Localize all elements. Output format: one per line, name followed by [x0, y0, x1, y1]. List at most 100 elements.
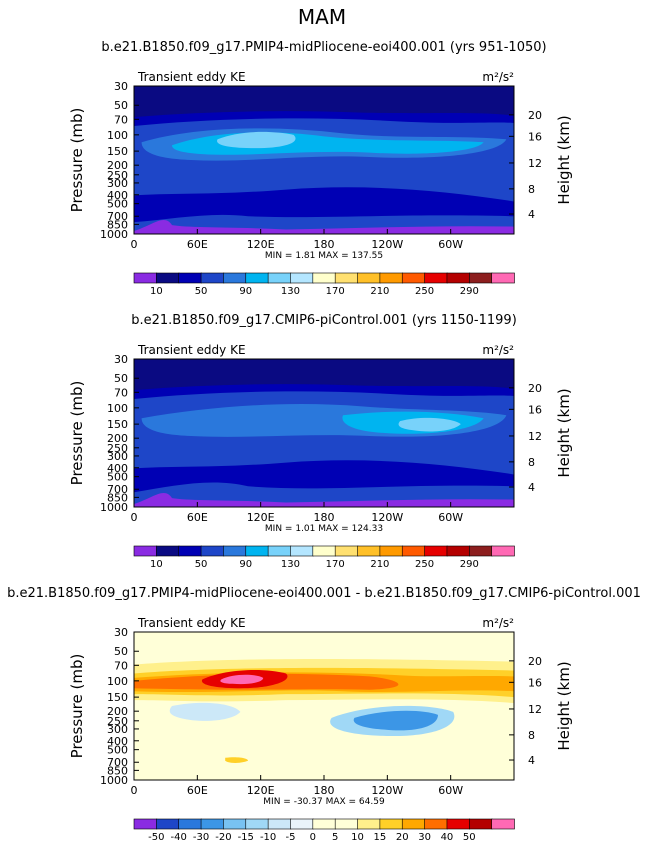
colorbar-swatch: [491, 272, 515, 284]
colorbar-label: 210: [370, 286, 389, 297]
colorbar-swatch: [290, 818, 314, 830]
contour-region: [225, 757, 248, 763]
colorbar-swatch: [133, 818, 158, 830]
lon-tick-label: 120E: [247, 511, 275, 524]
height-tick-label: 20: [528, 382, 542, 395]
height-tick-label: 4: [528, 208, 535, 221]
height-tick-label: 8: [528, 729, 535, 742]
contour-region: [134, 493, 514, 507]
colorbar-label: 10: [150, 559, 163, 570]
height-tick-label: 20: [528, 655, 542, 668]
colorbar-label: 15: [374, 832, 387, 843]
colorbar-swatch: [357, 818, 381, 830]
pressure-tick-label: 1000: [100, 228, 128, 241]
pressure-tick-label: 150: [107, 145, 128, 158]
colorbar-label: 290: [460, 286, 479, 297]
pressure-tick-label: 700: [107, 756, 128, 769]
chart-units: m²/s²: [482, 343, 514, 357]
pressure-tick-label: 300: [107, 177, 128, 190]
pressure-tick-label: 400: [107, 189, 128, 202]
y-axis-title: Pressure (mb): [68, 108, 86, 213]
colorbar-label: 30: [418, 832, 431, 843]
chart-title: b.e21.B1850.f09_g17.CMIP6-piControl.001 …: [131, 313, 517, 328]
min-max-stats: MIN = 1.01 MAX = 124.33: [265, 524, 383, 534]
colorbar-label: 50: [195, 286, 208, 297]
colorbar-swatch: [290, 272, 314, 284]
colorbar-label: 250: [415, 559, 434, 570]
colorbar-swatch: [446, 818, 471, 830]
colorbar-label: 250: [415, 286, 434, 297]
pressure-tick-label: 50: [114, 645, 128, 658]
lon-tick-label: 60E: [187, 238, 208, 251]
lon-tick-label: 60W: [438, 784, 463, 797]
pressure-tick-label: 250: [107, 169, 128, 182]
height-tick-label: 16: [528, 130, 542, 143]
colorbar-swatch: [267, 272, 292, 284]
colorbar-label: 170: [326, 286, 345, 297]
height-tick-label: 8: [528, 183, 535, 196]
chart-field-label: Transient eddy KE: [137, 616, 246, 630]
colorbar-swatch: [178, 818, 202, 830]
colorbar-label: -15: [238, 832, 254, 843]
colorbar-swatch: [401, 545, 426, 557]
chart-panel-3: b.e21.B1850.f09_g17.PMIP4-midPliocene-eo…: [7, 586, 641, 843]
colorbar-label: 170: [326, 559, 345, 570]
lon-tick-label: 0: [131, 511, 138, 524]
colorbar-swatch: [401, 272, 426, 284]
pressure-tick-label: 50: [114, 99, 128, 112]
colorbar-swatch: [290, 545, 314, 557]
height-tick-label: 12: [528, 430, 542, 443]
lon-tick-label: 120W: [371, 511, 403, 524]
colorbar-swatch: [379, 545, 404, 557]
colorbar-label: -50: [148, 832, 164, 843]
colorbar-swatch: [468, 545, 493, 557]
colorbar-swatch: [178, 545, 202, 557]
colorbar-swatch: [379, 272, 404, 284]
height-tick-label: 20: [528, 109, 542, 122]
contour-region: [134, 220, 514, 234]
colorbar-label: -40: [171, 832, 187, 843]
lon-tick-label: 180: [314, 238, 335, 251]
colorbar-label: 130: [281, 286, 300, 297]
colorbar-swatch: [334, 818, 359, 830]
colorbar-label: 10: [150, 286, 163, 297]
pressure-tick-label: 400: [107, 735, 128, 748]
pressure-tick-label: 30: [114, 80, 128, 93]
colorbar: 10 50 90 130 170 210 250 290: [133, 545, 515, 570]
colorbar-swatch: [133, 272, 158, 284]
pressure-tick-label: 150: [107, 691, 128, 704]
pressure-tick-label: 70: [114, 659, 128, 672]
lon-tick-label: 60E: [187, 511, 208, 524]
pressure-tick-label: 100: [107, 675, 128, 688]
height-tick-label: 16: [528, 403, 542, 416]
lon-tick-label: 120E: [247, 784, 275, 797]
y2-axis-title: Height (km): [555, 661, 573, 750]
lon-tick-label: 0: [131, 784, 138, 797]
colorbar-label: 210: [370, 559, 389, 570]
pressure-tick-label: 850: [107, 764, 128, 777]
colorbar-label: 130: [281, 559, 300, 570]
colorbar-swatch: [312, 818, 336, 830]
height-tick-label: 16: [528, 676, 542, 689]
lon-tick-label: 120W: [371, 784, 403, 797]
colorbar-label: -20: [215, 832, 231, 843]
colorbar-swatch: [200, 818, 225, 830]
pressure-tick-label: 250: [107, 715, 128, 728]
pressure-tick-label: 100: [107, 402, 128, 415]
pressure-tick-label: 1000: [100, 774, 128, 787]
pressure-tick-label: 50: [114, 372, 128, 385]
colorbar-label: 40: [441, 832, 454, 843]
pressure-tick-label: 700: [107, 483, 128, 496]
colorbar-swatch: [133, 545, 158, 557]
colorbar-label: 50: [463, 832, 476, 843]
colorbar-swatch: [357, 545, 381, 557]
colorbar-swatch: [200, 272, 225, 284]
pressure-tick-label: 500: [107, 744, 128, 757]
pressure-tick-label: 30: [114, 626, 128, 639]
chart-title: b.e21.B1850.f09_g17.PMIP4-midPliocene-eo…: [7, 586, 641, 601]
contour-region: [169, 702, 241, 721]
colorbar-swatch: [312, 272, 336, 284]
colorbar-swatch: [223, 545, 247, 557]
